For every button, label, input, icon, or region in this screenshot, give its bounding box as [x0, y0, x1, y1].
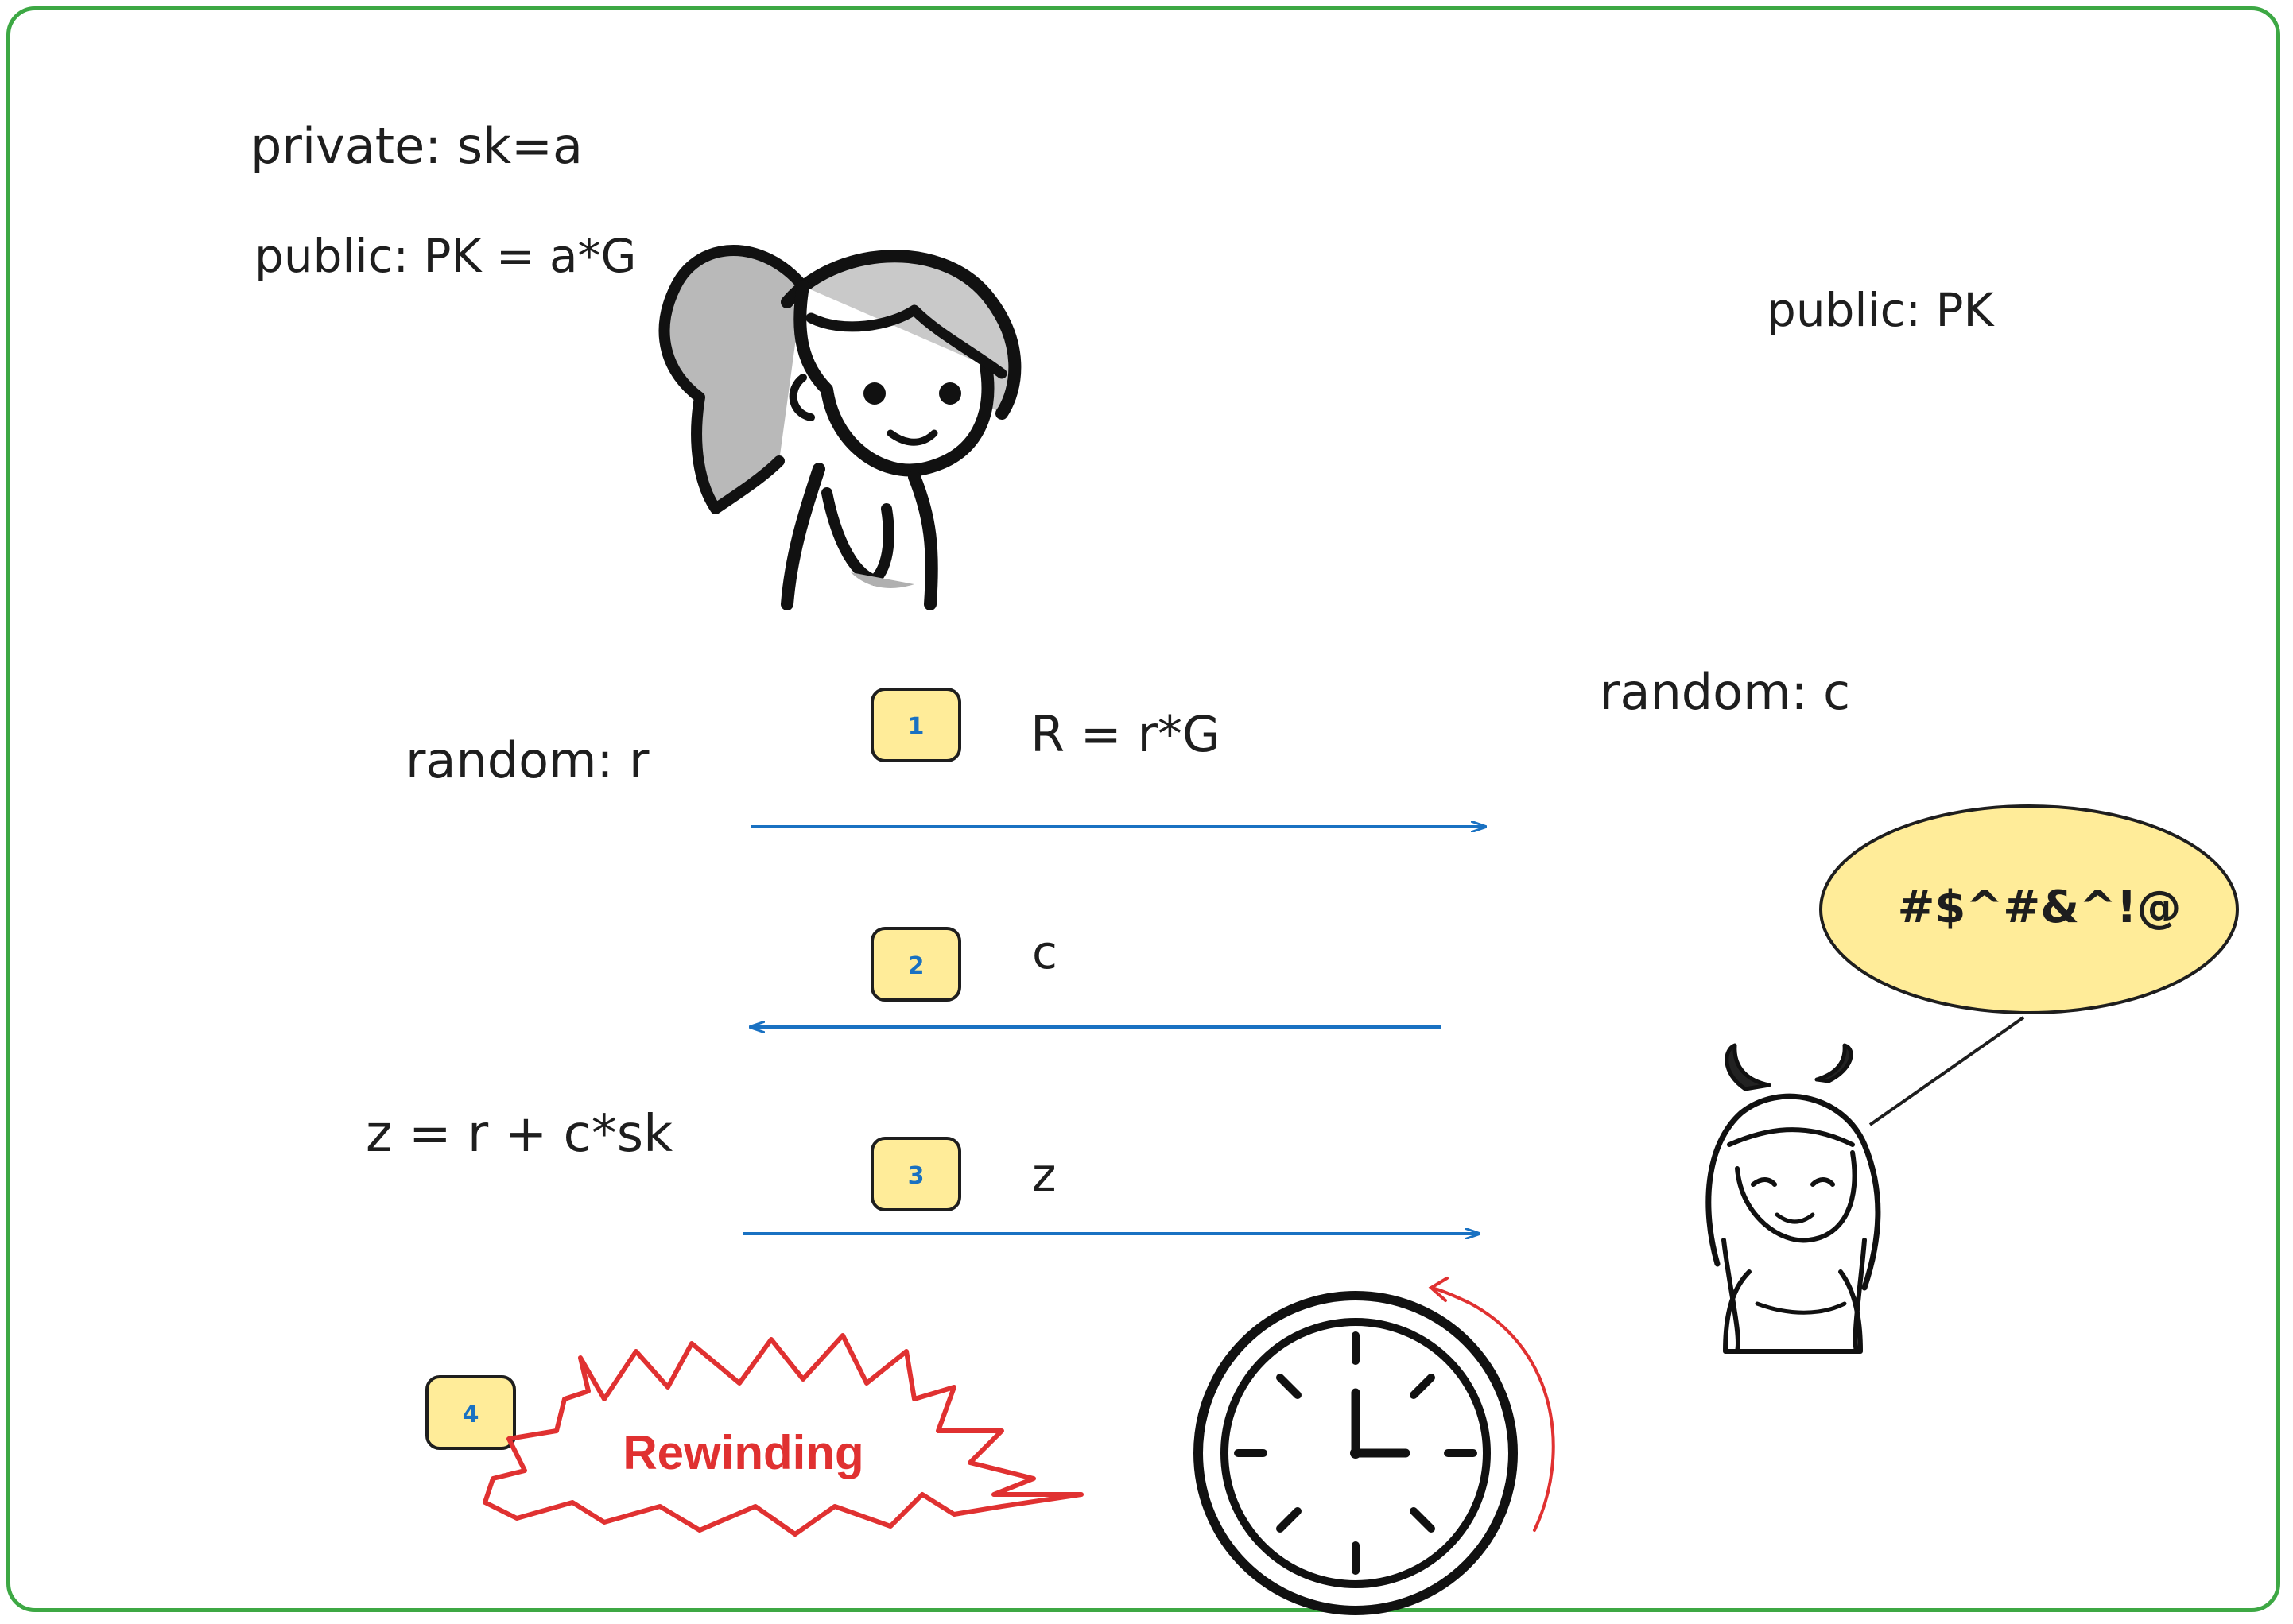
verifier-public-label: public: PK: [1767, 283, 1995, 337]
speech-text: #$^#&^!@: [1897, 882, 2181, 933]
step-3-message: z: [1032, 1148, 1056, 1202]
prover-character: [658, 245, 1022, 610]
prover-public-label: public: PK = a*G: [254, 229, 636, 283]
diagram-frame: [6, 6, 2280, 1612]
rewinding-label: Rewinding: [623, 1426, 863, 1479]
clock-icon: [1193, 1291, 1518, 1615]
step-2-message: c: [1032, 925, 1057, 979]
rewind-arrow-icon: [1428, 1277, 1555, 1532]
svg-text:1: 1: [908, 713, 925, 741]
burst-shape: Rewinding: [483, 1333, 1084, 1537]
step-badge-1: 1: [871, 688, 961, 762]
svg-text:2: 2: [908, 952, 925, 980]
step-badge-2: 2: [871, 927, 961, 1002]
step-badge-4: 4: [425, 1375, 516, 1450]
verifier-random-label: random: c: [1600, 663, 1850, 721]
prover-response-label: z = r + c*sk: [366, 1105, 673, 1164]
prover-random-label: random: r: [405, 731, 650, 789]
prover-private-label: private: sk=a: [250, 117, 583, 175]
step-1-message: R = r*G: [1030, 705, 1220, 763]
verifier-devil-character: [1705, 1043, 1881, 1354]
svg-text:4: 4: [463, 1401, 479, 1428]
step-badge-3: 3: [871, 1137, 961, 1211]
speech-bubble: #$^#&^!@: [1819, 804, 2239, 1126]
svg-text:3: 3: [908, 1162, 925, 1190]
